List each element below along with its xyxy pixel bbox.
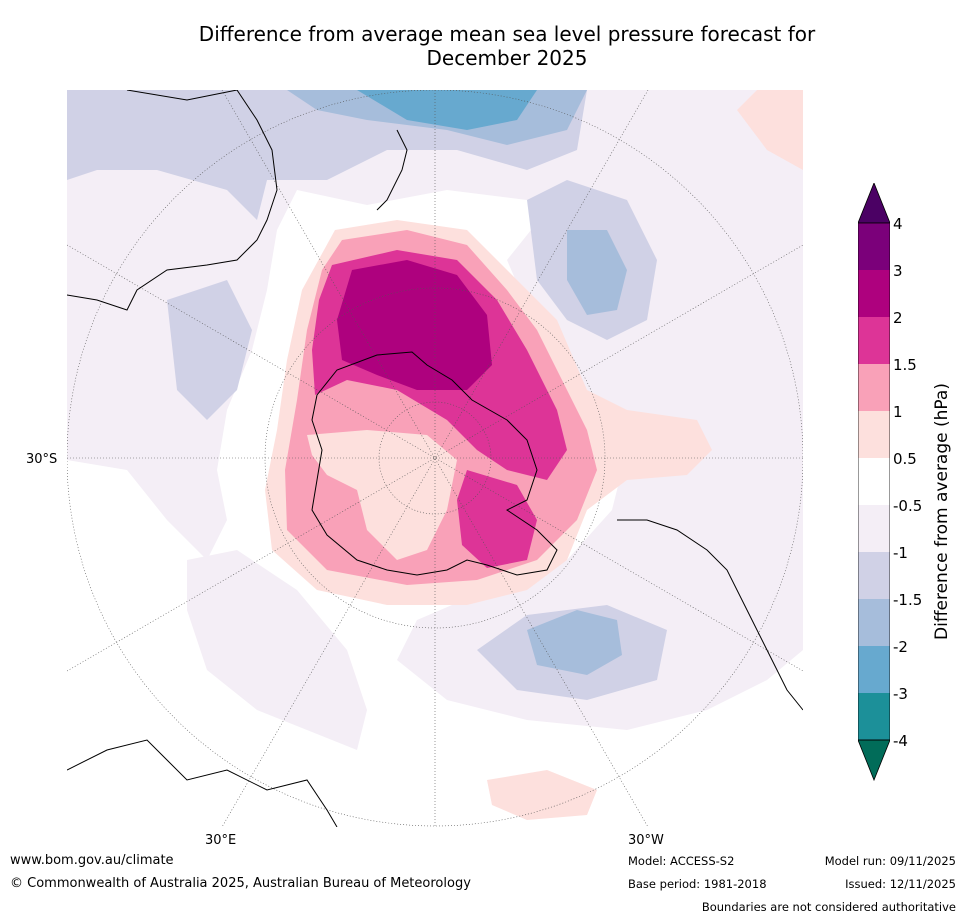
- colorbar-band: [858, 693, 890, 740]
- colorbar-band: [858, 646, 890, 693]
- colorbar-band: [858, 270, 890, 317]
- colorbar-band: [858, 552, 890, 599]
- lat-label-30s: 30°S: [26, 452, 58, 467]
- colorbar-tick-label: -1.5: [893, 591, 923, 609]
- colorbar-band: [858, 223, 890, 270]
- africa-coast: [67, 739, 338, 827]
- colorbar-band: [858, 411, 890, 458]
- colorbar-tick-label: -4: [893, 732, 908, 750]
- colorbar-band: [858, 458, 890, 505]
- pressure-anomaly-map: [67, 90, 803, 827]
- colorbar-band: [858, 505, 890, 552]
- anomaly-fill-centre: [307, 430, 457, 560]
- colorbar: [857, 181, 891, 783]
- new-zealand-coast: [376, 129, 408, 211]
- footer-disclaimer: Boundaries are not considered authoritat…: [701, 900, 956, 914]
- colorbar-tick-label: 1: [893, 403, 903, 421]
- colorbar-tick-label: 0.5: [893, 450, 917, 468]
- chart-title: Difference from average mean sea level p…: [0, 22, 965, 70]
- colorbar-tick-label: -2: [893, 638, 908, 656]
- australia-coast: [67, 90, 278, 311]
- colorbar-tick-label: -3: [893, 685, 908, 703]
- footer-model-run: Model run: 09/11/2025: [824, 854, 956, 868]
- colorbar-tick-label: 3: [893, 262, 903, 280]
- anomaly-fill-neg-2: [357, 90, 537, 130]
- colorbar-tick-label: -1: [893, 544, 908, 562]
- footer-base-period: Base period: 1981-2018: [628, 877, 767, 891]
- colorbar-extend-top: [857, 181, 891, 224]
- colorbar-tick-label: -0.5: [893, 497, 923, 515]
- graticule: [67, 90, 803, 827]
- colorbar-extend-bottom: [857, 739, 891, 782]
- antarctica-coast: [311, 351, 558, 576]
- colorbar-band: [858, 364, 890, 411]
- colorbar-tick-label: 2: [893, 309, 903, 327]
- colorbar-title: Difference from average (hPa): [932, 383, 952, 640]
- colorbar-band: [858, 599, 890, 646]
- footer-copyright: © Commonwealth of Australia 2025, Austra…: [10, 876, 471, 891]
- colorbar-band: [858, 317, 890, 364]
- footer-model: Model: ACCESS-S2: [628, 854, 735, 868]
- footer-website: www.bom.gov.au/climate: [10, 853, 174, 868]
- coastlines: [67, 90, 803, 827]
- anomaly-fill-neg-0p5: [67, 90, 803, 750]
- footer-issued: Issued: 12/11/2025: [845, 877, 956, 891]
- south-america-coast: [617, 519, 803, 711]
- title-line-2: December 2025: [426, 46, 588, 70]
- lon-label-30w: 30°W: [628, 833, 664, 848]
- colorbar-tick-label: 1.5: [893, 356, 917, 374]
- colorbar-tick-label: 4: [893, 215, 903, 233]
- lon-label-30e: 30°E: [205, 833, 237, 848]
- anomaly-fill-pos-2: [337, 260, 492, 390]
- title-line-1: Difference from average mean sea level p…: [198, 22, 816, 46]
